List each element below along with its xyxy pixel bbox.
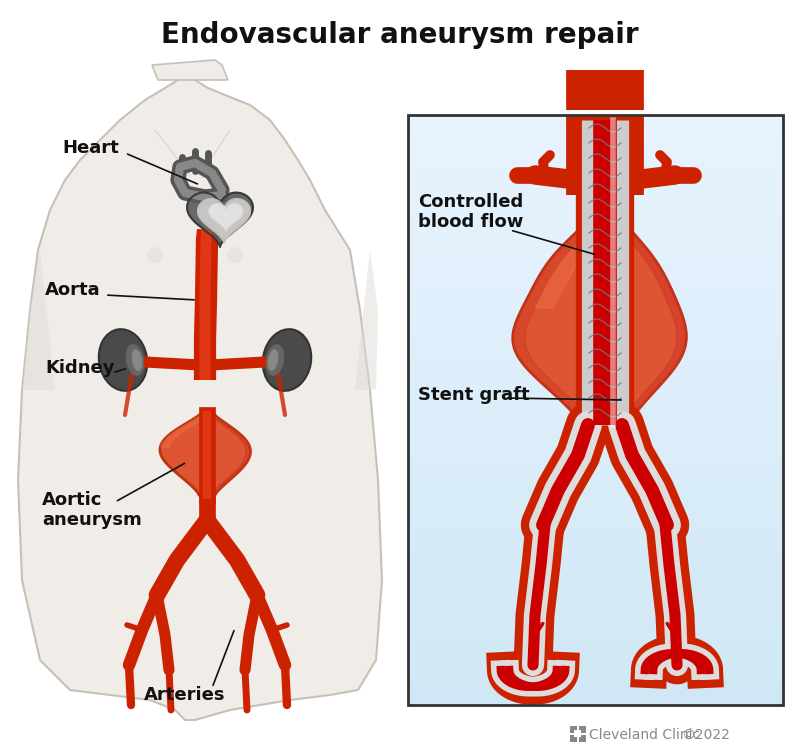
Polygon shape (22, 250, 55, 390)
Ellipse shape (268, 349, 278, 371)
Ellipse shape (126, 344, 144, 376)
Text: Arteries: Arteries (144, 686, 226, 704)
Ellipse shape (266, 344, 284, 376)
Text: Kidney: Kidney (45, 359, 114, 377)
Bar (408, 115, 783, 705)
Ellipse shape (132, 349, 142, 371)
Text: ©2022: ©2022 (681, 728, 730, 742)
Text: Controlled
blood flow: Controlled blood flow (418, 193, 523, 231)
Circle shape (227, 247, 243, 263)
Polygon shape (18, 75, 382, 720)
Polygon shape (198, 199, 250, 243)
Text: Heart: Heart (62, 139, 118, 157)
Text: Stent graft: Stent graft (418, 386, 530, 404)
Text: Aortic
aneurysm: Aortic aneurysm (42, 491, 142, 529)
Polygon shape (152, 60, 228, 80)
Circle shape (147, 247, 163, 263)
Text: Endovascular aneurysm repair: Endovascular aneurysm repair (161, 21, 639, 49)
Polygon shape (187, 193, 253, 247)
Text: Cleveland Clinic: Cleveland Clinic (589, 728, 700, 742)
Polygon shape (209, 204, 243, 231)
Bar (579, 726, 586, 733)
Bar (570, 735, 577, 742)
Bar (570, 726, 577, 733)
Ellipse shape (98, 329, 147, 391)
Polygon shape (355, 250, 378, 390)
Polygon shape (513, 225, 686, 425)
Bar (579, 735, 586, 742)
Ellipse shape (262, 329, 311, 391)
Bar (574, 730, 581, 737)
Text: Aorta: Aorta (45, 281, 101, 299)
Polygon shape (160, 415, 250, 495)
